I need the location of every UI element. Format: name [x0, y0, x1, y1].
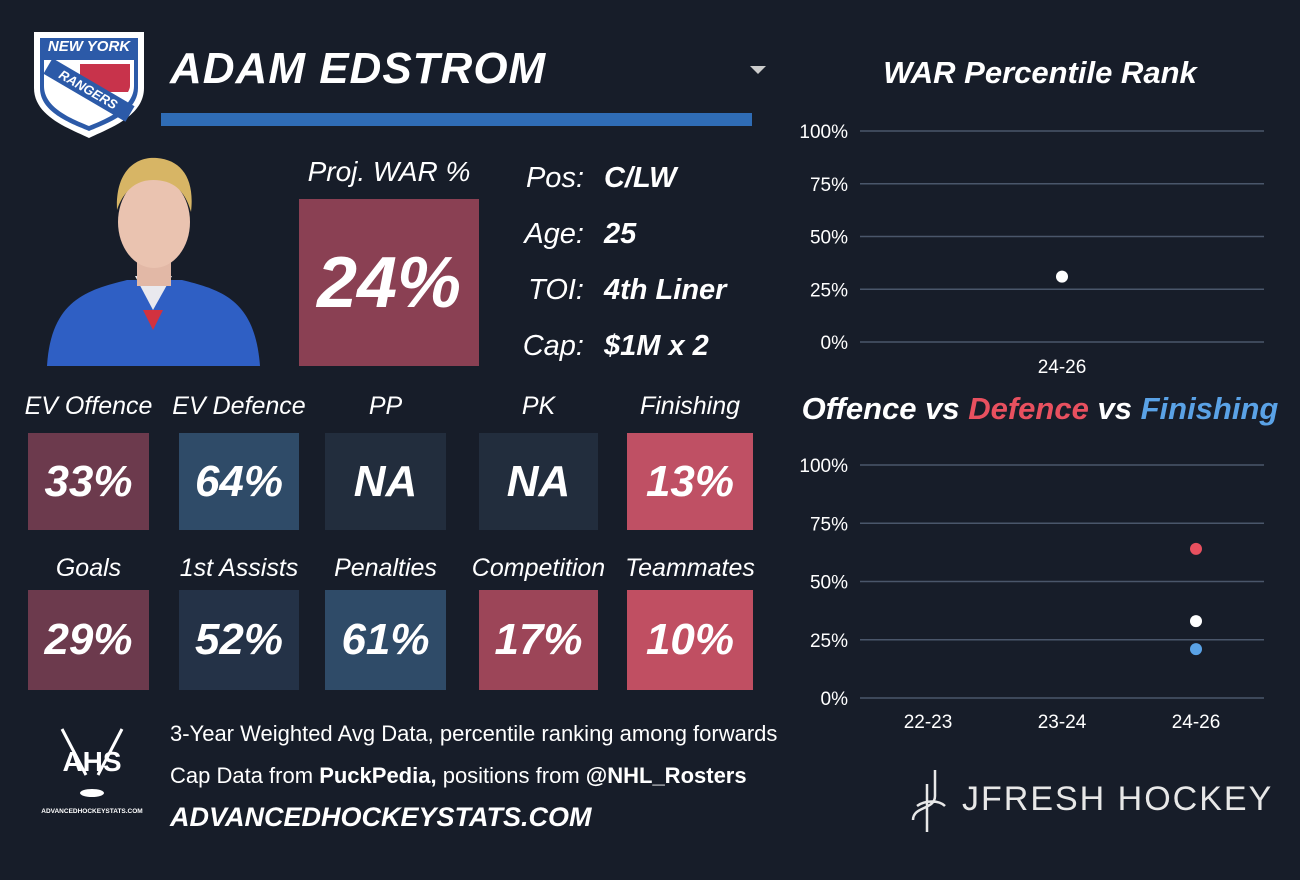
tile-value: 10% — [627, 590, 753, 690]
tile-label: PK — [521, 392, 556, 420]
tile-value: 33% — [28, 433, 149, 530]
legend-entry: Finishing — [1141, 391, 1279, 426]
y-tick-label: 25% — [810, 631, 848, 652]
data-point — [1190, 615, 1202, 628]
info-value: C/LW — [604, 161, 677, 194]
tile-label: Penalties — [334, 554, 437, 582]
info-row: Age: 25 — [500, 206, 726, 262]
y-tick-label: 25% — [810, 280, 848, 301]
player-photo — [47, 157, 260, 366]
info-value: 4th Liner — [604, 273, 727, 306]
y-tick-label: 100% — [799, 456, 848, 477]
tile-value: 52% — [179, 590, 299, 690]
legend-entry: Defence — [968, 391, 1089, 426]
tile-value: 13% — [627, 433, 753, 530]
info-row: TOI: 4th Liner — [500, 262, 726, 318]
y-tick-label: 0% — [821, 333, 849, 354]
info-label: Cap: — [522, 329, 584, 362]
tile-value: 64% — [179, 433, 299, 530]
player-dropdown[interactable] — [750, 66, 766, 74]
info-value: $1M x 2 — [604, 329, 709, 362]
data-point — [1190, 542, 1202, 555]
info-value: 25 — [604, 217, 637, 250]
tile-label: Goals — [55, 554, 122, 582]
ahs-site: ADVANCEDHOCKEYSTATS.COM — [41, 808, 142, 815]
chart-title: WAR Percentile Rank — [883, 55, 1198, 90]
info-row: Cap: $1M x 2 — [500, 318, 726, 374]
y-tick-label: 0% — [821, 689, 849, 710]
source-text: positions from — [442, 763, 580, 788]
tile-value: 61% — [325, 590, 446, 690]
info-label: TOI: — [528, 273, 584, 306]
logo-top: NEW YORK — [48, 38, 131, 55]
info-label: Pos: — [525, 161, 584, 194]
x-tick-label: 24-26 — [1172, 712, 1221, 733]
brand-mark — [911, 770, 946, 832]
brand-name: JFRESH HOCKEY — [962, 780, 1274, 818]
footer-site[interactable]: ADVANCEDHOCKEYSTATS.COM — [170, 802, 592, 832]
info-row: Pos: C/LW — [500, 150, 726, 206]
tile-value: NA — [325, 433, 446, 530]
y-tick-label: 100% — [799, 122, 848, 143]
source-link[interactable]: @NHL_Rosters — [585, 763, 747, 788]
source-text: Cap Data from — [170, 763, 314, 788]
x-tick-label: 23-24 — [1038, 712, 1087, 733]
x-tick-label: 22-23 — [904, 712, 953, 733]
data-point — [1056, 270, 1068, 283]
tile-value: 29% — [28, 590, 149, 690]
player-name: ADAM EDSTROM — [170, 44, 547, 93]
tile-value: NA — [479, 433, 598, 530]
tile-label: EV Offence — [24, 392, 153, 420]
proj-war-label: Proj. WAR % — [307, 156, 471, 187]
proj-war-value: 24% — [299, 199, 479, 366]
y-tick-label: 75% — [810, 514, 848, 535]
title-joiner: vs — [1097, 391, 1131, 426]
data-point — [1190, 643, 1202, 656]
info-label: Age: — [524, 217, 584, 250]
y-tick-label: 75% — [810, 175, 848, 196]
title-joiner: vs — [925, 391, 959, 426]
y-tick-label: 50% — [810, 573, 848, 594]
source-link[interactable]: PuckPedia, — [319, 763, 437, 788]
footer-note: 3-Year Weighted Avg Data, percentile ran… — [170, 721, 778, 746]
tile-label: Competition — [471, 554, 606, 582]
legend-entry: Offence — [802, 391, 917, 426]
tile-label: PP — [368, 392, 403, 420]
ahs-text: AHS — [62, 746, 121, 777]
tile-label: Teammates — [625, 554, 755, 582]
player-info: Pos: C/LW Age: 25 TOI: 4th Liner Cap: $1M x 2 — [500, 150, 727, 374]
x-tick-label: 24-26 — [1038, 357, 1087, 378]
tile-value: 17% — [479, 590, 598, 690]
ahs-logo: AHS ADVANCEDHOCKEYSTATS.COM — [41, 728, 143, 815]
tile-label: Finishing — [639, 392, 741, 420]
chart-title: Offence vs Defence vs Finishing — [802, 391, 1279, 426]
tile-label: 1st Assists — [179, 554, 299, 582]
footer-source: Cap Data from PuckPedia, positions from … — [170, 763, 747, 789]
team-logo: NEW YORK RANGERS — [34, 32, 144, 138]
y-tick-label: 50% — [810, 228, 848, 249]
tile-label: EV Defence — [172, 392, 306, 420]
name-underline — [161, 113, 752, 126]
